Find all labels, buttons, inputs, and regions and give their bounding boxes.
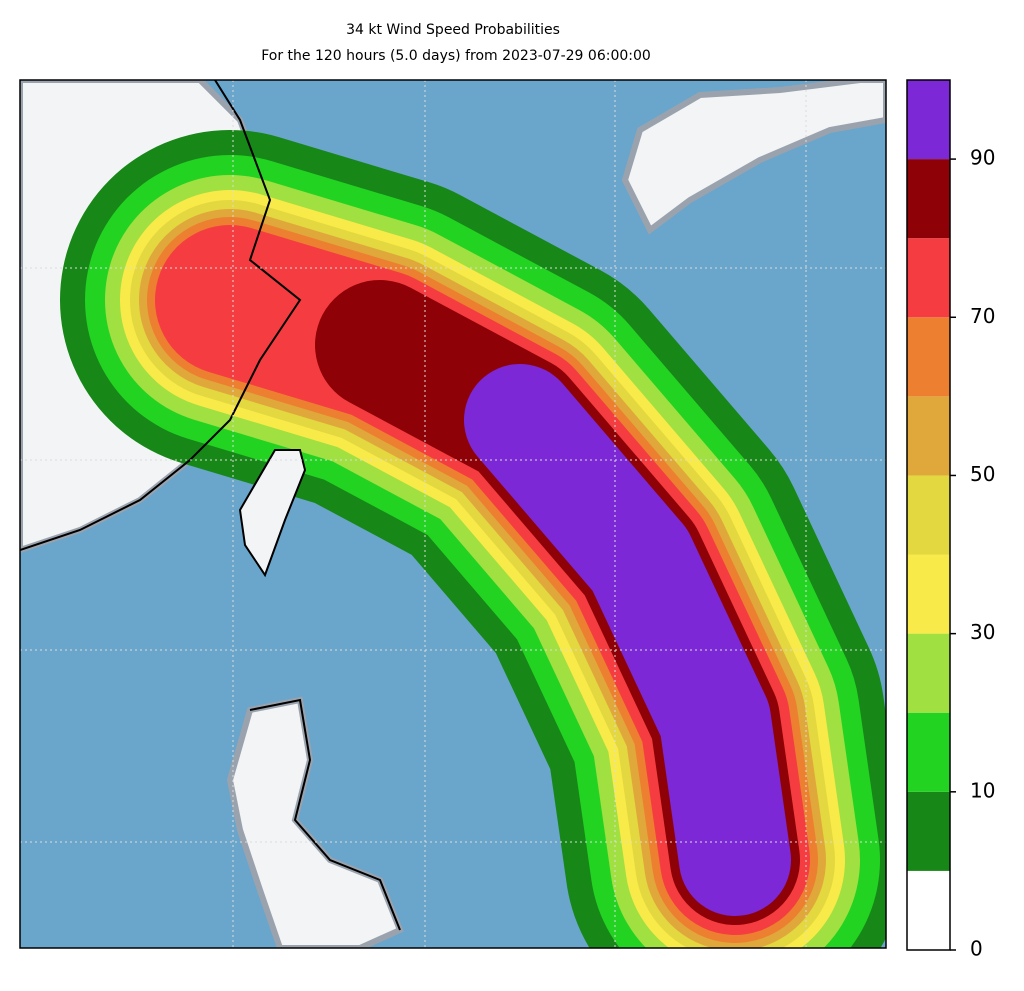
- colorbar-segment: [907, 791, 950, 871]
- probability-swath: [60, 130, 886, 948]
- map-frame: [19, 79, 887, 949]
- colorbar-tick-label: 0: [970, 937, 983, 961]
- colorbar-segment: [907, 80, 950, 160]
- chart-subtitle: For the 120 hours (5.0 days) from 2023-0…: [261, 48, 651, 64]
- colorbar-segment: [907, 238, 950, 318]
- chart-title: 34 kt Wind Speed Probabilities: [346, 22, 560, 38]
- colorbar-tick-label: 50: [970, 462, 995, 486]
- colorbar: 0 10 30 50 70 90: [906, 79, 995, 961]
- colorbar-tick-label: 10: [970, 778, 995, 802]
- probability-band: [464, 364, 791, 916]
- colorbar-segment: [907, 870, 950, 950]
- colorbar-segment: [907, 633, 950, 713]
- map: [20, 80, 886, 948]
- colorbar-tick-label: 30: [970, 620, 995, 644]
- coastline: [20, 80, 302, 551]
- colorbar-segment: [907, 554, 950, 634]
- land-japan: [621, 80, 886, 235]
- colorbar-segment: [907, 317, 950, 397]
- colorbar-frame: [906, 79, 951, 951]
- colorbar-segment: [907, 159, 950, 239]
- colorbar-tick-label: 90: [970, 146, 995, 170]
- colorbar-segment: [907, 712, 950, 792]
- coastline: [249, 698, 401, 931]
- land-taiwan: [238, 449, 307, 578]
- colorbar-tick-label: 70: [970, 304, 995, 328]
- graticule: [20, 80, 886, 948]
- colorbar-segment: [907, 396, 950, 476]
- colorbar-segment: [907, 475, 950, 555]
